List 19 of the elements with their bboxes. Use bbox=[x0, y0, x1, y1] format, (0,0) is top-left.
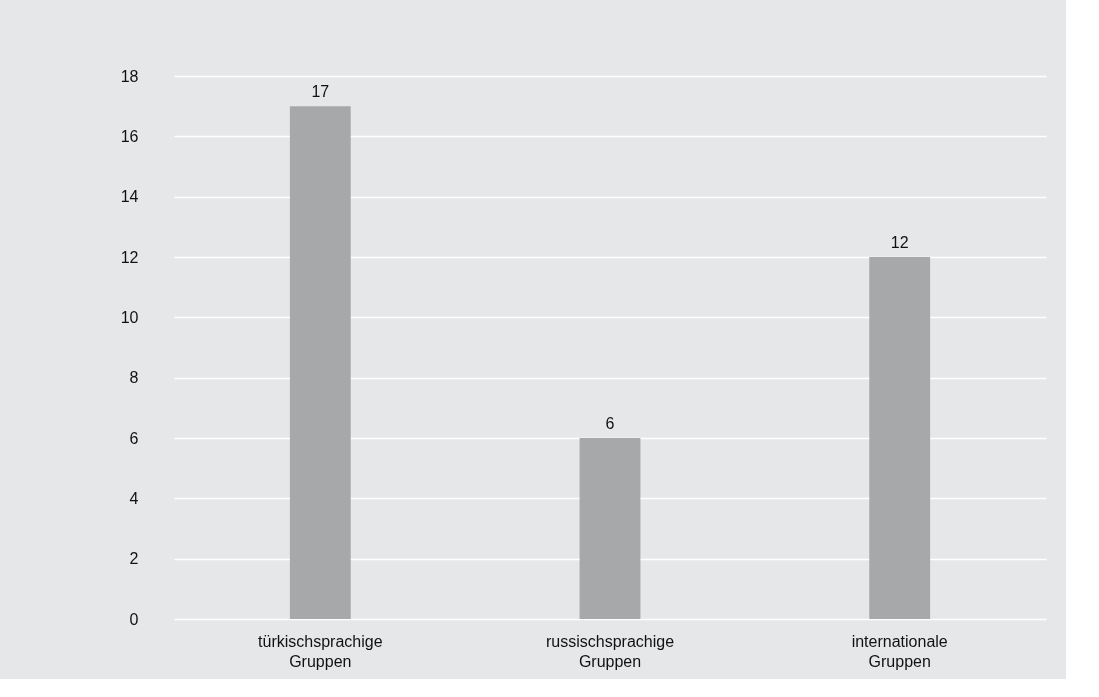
y-tick-label: 10 bbox=[120, 308, 139, 326]
y-tick-label: 14 bbox=[120, 188, 139, 206]
y-tick-label: 18 bbox=[120, 67, 139, 85]
y-tick-label: 16 bbox=[120, 127, 139, 145]
y-tick-label: 12 bbox=[120, 248, 139, 266]
bar bbox=[579, 438, 641, 619]
data-label: 12 bbox=[890, 234, 909, 251]
y-tick-label: 6 bbox=[129, 429, 139, 447]
bar bbox=[869, 257, 931, 619]
x-tick-label: internationale Gruppen bbox=[851, 632, 948, 670]
y-tick-label: 4 bbox=[129, 489, 139, 507]
x-tick-label: russischsprachige Gruppen bbox=[545, 632, 675, 670]
data-label: 6 bbox=[605, 415, 615, 432]
x-tick-label: türkischsprachige Gruppen bbox=[258, 632, 383, 670]
y-tick-label: 2 bbox=[129, 550, 139, 568]
bar bbox=[289, 106, 351, 619]
y-tick-label: 8 bbox=[129, 369, 139, 387]
data-label: 17 bbox=[311, 83, 330, 101]
y-tick-label: 0 bbox=[129, 610, 139, 628]
